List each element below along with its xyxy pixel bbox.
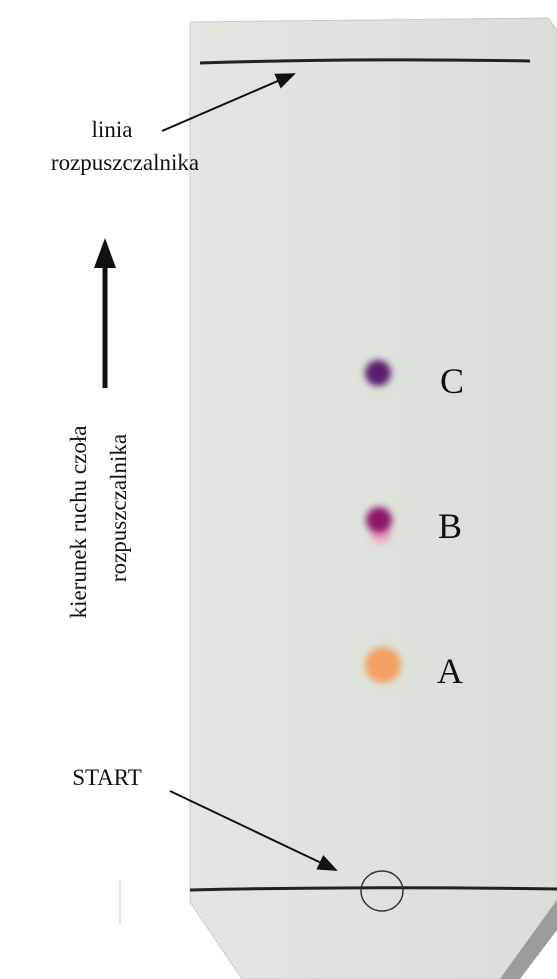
label: rozpuszczalnika (51, 150, 199, 175)
spot-label: A (437, 651, 463, 691)
label: START (72, 765, 142, 790)
label: linia (92, 117, 133, 142)
start-circle (360, 870, 404, 912)
solvent-front-line (199, 58, 531, 65)
direction-arrow-head (94, 238, 116, 268)
pointer-arrow (161, 73, 296, 132)
spot-a (365, 647, 401, 683)
spot-label: B (438, 506, 462, 546)
pointer-arrow (169, 790, 338, 871)
label: rozpuszczalnika (106, 434, 131, 582)
label: kierunek ruchu czoła (66, 426, 91, 619)
start-line (189, 886, 557, 892)
spot-b (366, 507, 392, 533)
spot-c (365, 360, 391, 386)
tlc-plate (189, 17, 557, 979)
spot-label: C (440, 361, 464, 401)
plate-edge-shadow (500, 900, 557, 979)
